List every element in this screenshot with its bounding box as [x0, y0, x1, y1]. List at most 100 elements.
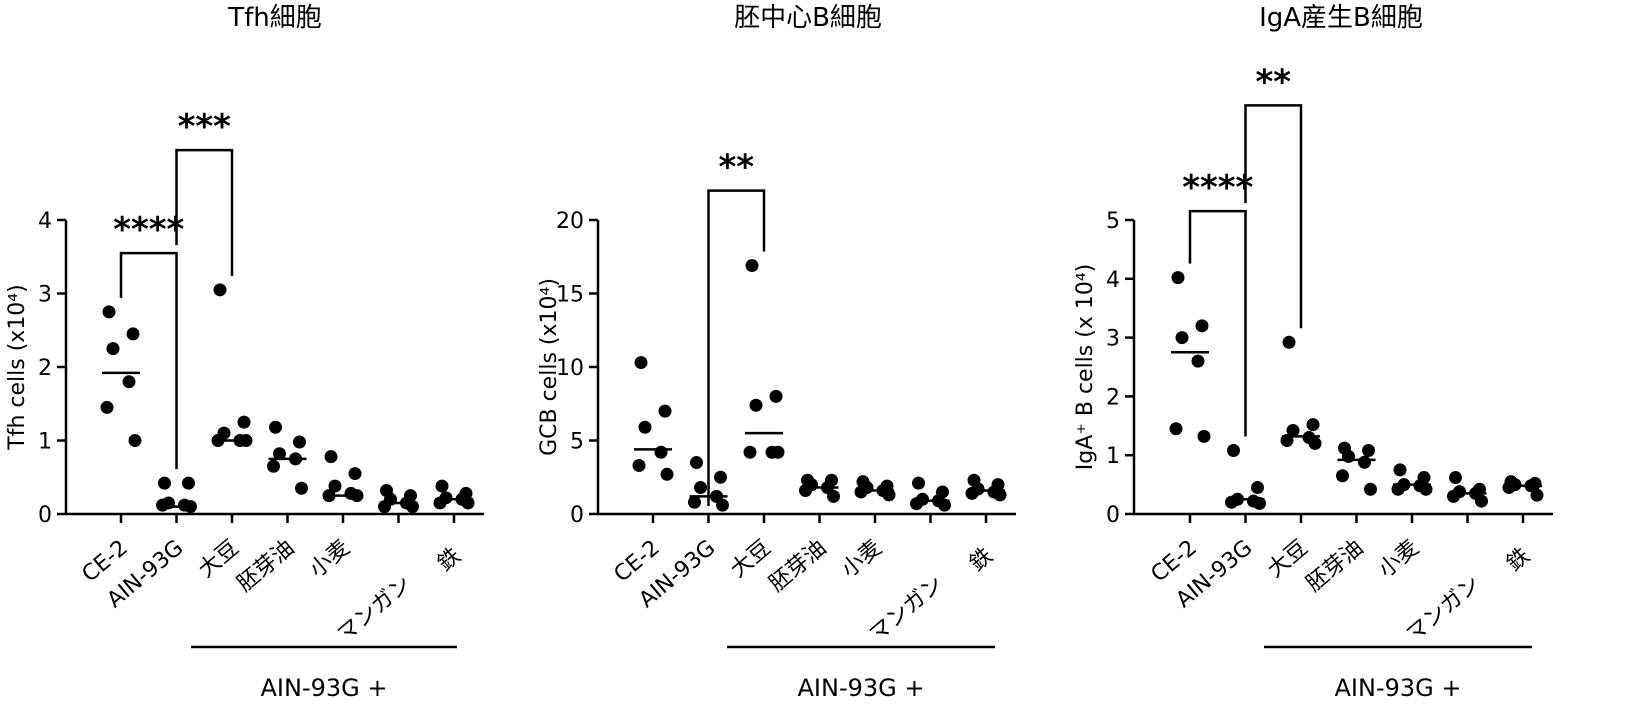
data-point — [1191, 354, 1205, 368]
y-tick-label: 1 — [1106, 444, 1120, 469]
y-axis-label: Tfh cells (x10⁴) — [5, 284, 30, 450]
significance-label: **** — [113, 210, 184, 250]
data-point — [106, 342, 120, 356]
data-point — [749, 398, 763, 412]
data-point — [126, 327, 140, 341]
y-tick-label: 15 — [556, 283, 584, 308]
data-point — [122, 375, 136, 389]
data-point — [156, 498, 169, 512]
data-point — [1393, 463, 1407, 477]
chart-title: Tfh細胞 — [227, 3, 322, 33]
data-point — [1364, 482, 1377, 496]
data-point — [1175, 331, 1189, 345]
data-point — [328, 479, 342, 493]
x-tick-label: 胚芽油 — [1302, 535, 1369, 597]
data-point — [799, 483, 812, 497]
x-tick-label: 胚芽油 — [233, 535, 300, 597]
significance-bracket — [175, 148, 234, 276]
data-point — [690, 456, 703, 470]
data-point — [1195, 319, 1209, 333]
data-point — [1502, 481, 1516, 495]
data-point — [827, 489, 840, 503]
data-point — [1358, 455, 1371, 469]
data-point — [1197, 429, 1211, 443]
data-point — [273, 447, 286, 461]
data-point — [1282, 335, 1296, 349]
chart-title: 胚中心B細胞 — [734, 3, 882, 33]
data-point — [100, 400, 114, 414]
data-point — [1447, 489, 1460, 503]
x-tick-label: 胚芽油 — [765, 535, 832, 597]
data-point — [1286, 424, 1300, 438]
x-tick-label: 鉄 — [433, 543, 466, 576]
significance-bracket — [1188, 209, 1247, 437]
data-point — [213, 283, 227, 297]
data-point — [348, 467, 362, 481]
data-point — [1419, 482, 1433, 496]
group-label: AIN-93G + — [798, 674, 925, 702]
data-point — [1475, 494, 1488, 508]
data-point — [1391, 482, 1405, 496]
group-label: AIN-93G + — [261, 674, 388, 702]
x-tick-label: 小麦 — [1374, 535, 1424, 582]
chart-title: IgA産生B細胞 — [1259, 3, 1423, 33]
data-point — [660, 467, 674, 481]
data-point — [638, 420, 652, 434]
data-point — [1225, 495, 1238, 509]
group-label: AIN-93G + — [1335, 674, 1462, 702]
data-point — [1530, 488, 1544, 502]
significance-label: **** — [1182, 168, 1253, 208]
y-axis-label: GCB cells (x10⁴) — [537, 278, 562, 456]
significance-bracket — [119, 251, 178, 470]
y-tick-label: 2 — [38, 356, 52, 381]
x-tick-label: マンガン — [865, 571, 948, 647]
data-point — [267, 459, 280, 473]
data-point — [654, 445, 668, 459]
data-point — [745, 259, 759, 273]
data-point — [658, 404, 672, 418]
data-point — [182, 476, 195, 490]
y-tick-label: 3 — [1106, 327, 1120, 352]
x-tick-label: マンガン — [333, 571, 416, 647]
data-point — [965, 486, 979, 500]
data-point — [769, 389, 783, 403]
x-tick-label: 小麦 — [305, 535, 355, 582]
data-point — [269, 420, 282, 434]
data-point — [1449, 471, 1462, 485]
y-tick-label: 0 — [570, 503, 584, 528]
x-tick-label: 小麦 — [837, 535, 887, 582]
data-point — [716, 498, 729, 512]
data-point — [1251, 481, 1264, 495]
y-tick-label: 0 — [38, 503, 52, 528]
data-point — [435, 479, 449, 493]
y-axis-label: IgA⁺ B cells (x 10⁴) — [1073, 264, 1098, 471]
data-point — [694, 481, 707, 495]
x-tick-label: マンガン — [1402, 571, 1485, 647]
data-point — [632, 458, 646, 472]
data-point — [295, 481, 308, 495]
y-tick-label: 10 — [556, 356, 584, 381]
data-point — [237, 415, 251, 429]
data-point — [158, 476, 171, 490]
data-point — [912, 476, 925, 490]
data-point — [714, 470, 727, 484]
y-tick-label: 0 — [1106, 503, 1120, 528]
data-point — [1169, 422, 1183, 436]
x-tick-label: 鉄 — [965, 543, 998, 576]
data-point — [634, 356, 648, 370]
significance-label: ** — [718, 148, 754, 188]
data-point — [1336, 469, 1349, 483]
y-tick-label: 5 — [1106, 209, 1120, 234]
x-tick-label: 鉄 — [1502, 543, 1535, 576]
significance-label: *** — [178, 107, 232, 147]
significance-bracket — [1244, 104, 1303, 329]
y-tick-label: 4 — [38, 209, 52, 234]
data-point — [854, 485, 868, 499]
y-tick-label: 1 — [38, 430, 52, 455]
data-point — [324, 450, 338, 464]
y-tick-label: 4 — [1106, 268, 1120, 293]
